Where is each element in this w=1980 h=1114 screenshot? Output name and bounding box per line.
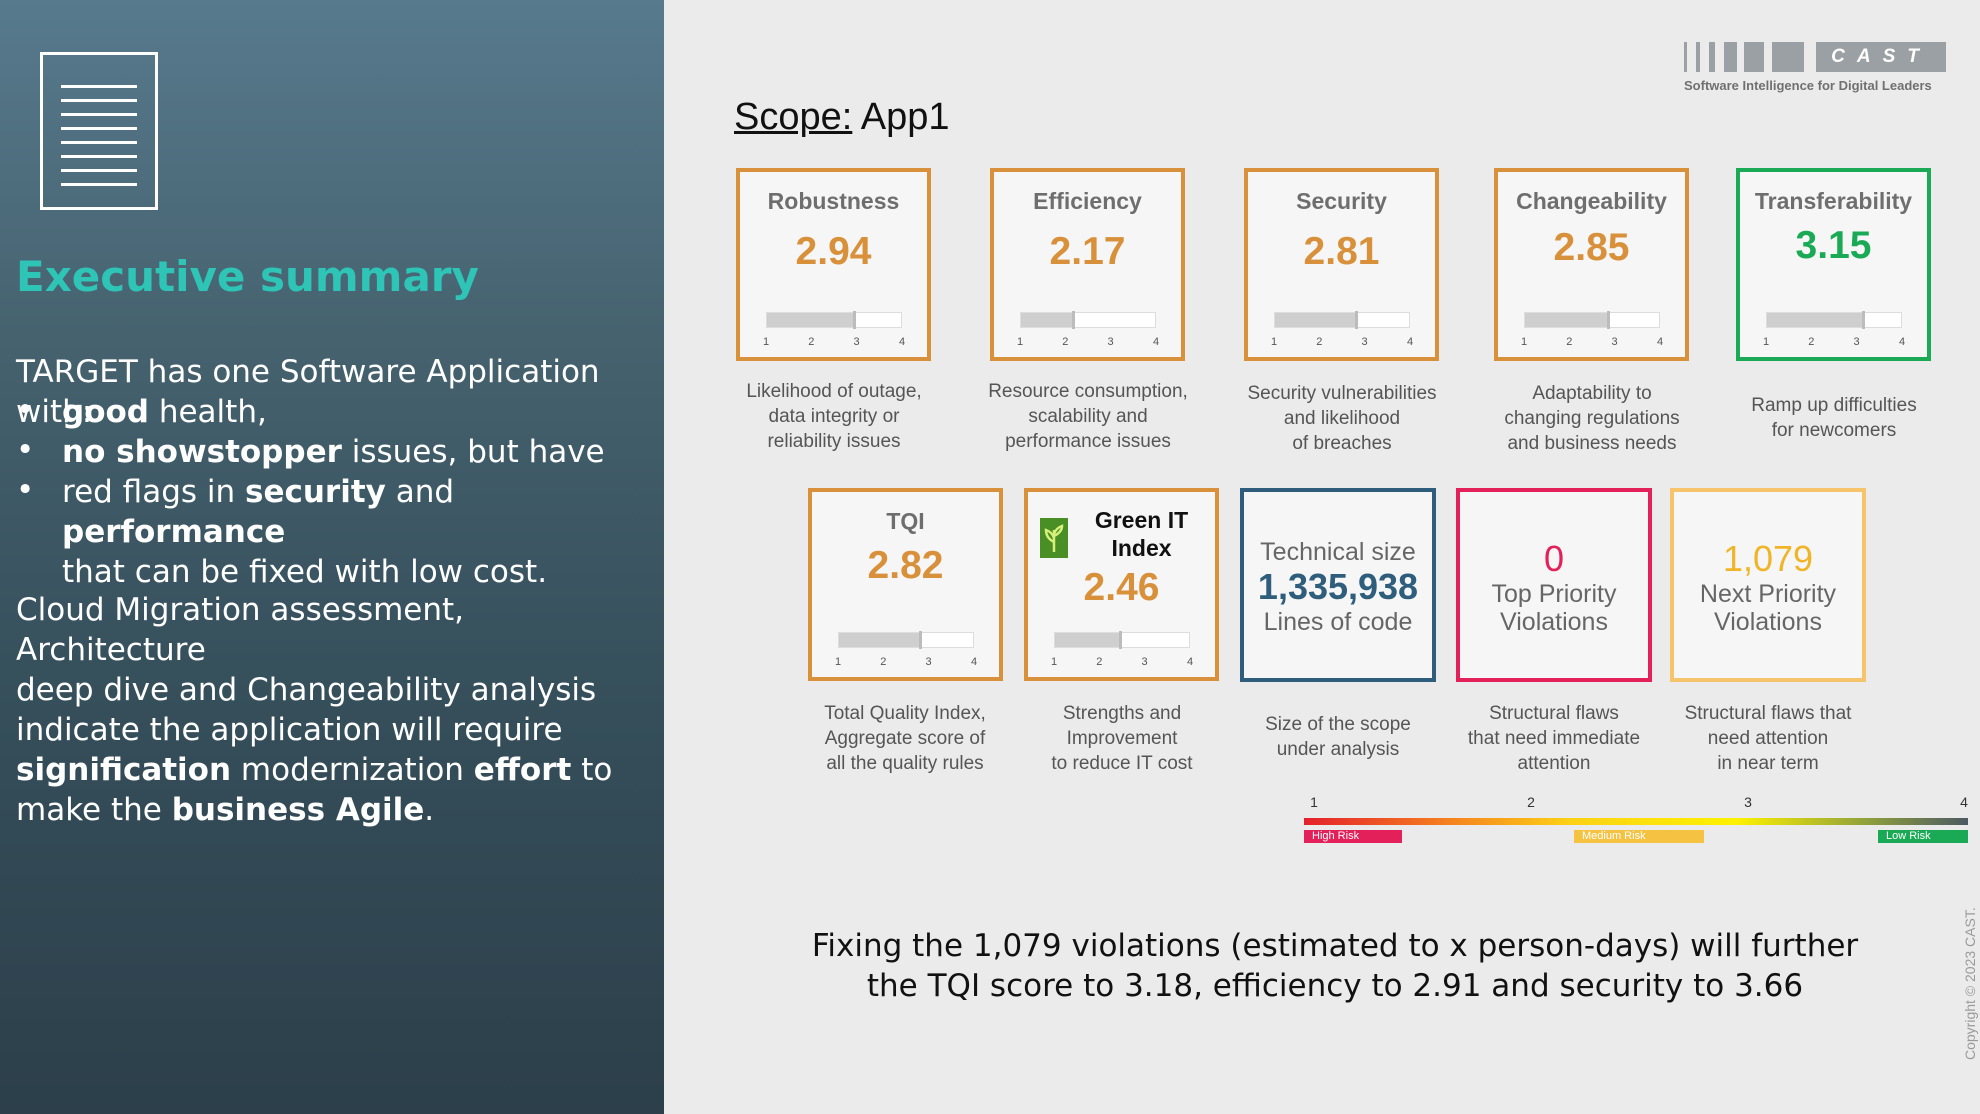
card-next-priority: 1,079 Next Priority Violations	[1670, 488, 1866, 682]
high-risk-label: High Risk	[1304, 830, 1402, 843]
card-green-it-desc: Strengths and Improvement to reduce IT cos…	[1051, 703, 1193, 774]
medium-risk-label: Medium Risk	[1574, 830, 1704, 843]
bullet-2: no showstopper issues, but have	[62, 434, 605, 470]
document-icon	[40, 52, 158, 210]
score-gauge	[838, 631, 974, 649]
card-green-it-title: Green IT Index	[1094, 507, 1189, 561]
logo-tagline: Software Intelligence for Digital Leader…	[1684, 78, 1932, 93]
intro-text: TARGET has one Software Application with…	[16, 354, 600, 430]
score-gauge	[766, 311, 902, 329]
card-technical-size-desc: Size of the scope under analysis	[1265, 714, 1411, 760]
card-transferability-desc: Ramp up difficulties for newcomers	[1751, 395, 1917, 441]
risk-gradient-bar	[1304, 818, 1968, 825]
logo-wordmark: CAST	[1816, 42, 1946, 72]
card-top-priority: 0 Top Priority Violations	[1456, 488, 1652, 682]
card-robustness-desc: Likelihood of outage, data integrity or re…	[746, 381, 922, 452]
score-gauge	[1054, 631, 1190, 649]
score-gauge	[1020, 311, 1156, 329]
card-next-priority-desc: Structural flaws that need attention in ne…	[1684, 703, 1852, 774]
leaf-icon	[1040, 518, 1068, 558]
section-title: Executive summary	[16, 252, 479, 301]
bottom-summary: Fixing the 1,079 violations (estimated t…	[811, 928, 1859, 1004]
scope-heading: Scope: App1	[734, 96, 950, 138]
bullet-1: good health,	[62, 394, 267, 430]
left-panel: Executive summary TARGET has one Softwar…	[0, 0, 664, 1114]
card-changeability-desc: Adaptability to changing regulations and b…	[1504, 383, 1680, 454]
card-tqi-desc: Total Quality Index, Aggregate score of al…	[824, 703, 986, 774]
card-security-desc: Security vulnerabilities and likelihood of…	[1247, 383, 1437, 454]
card-top-priority-desc: Structural flaws that need immediate atten…	[1467, 703, 1641, 774]
analysis-paragraph: Cloud Migration assessment, Architecture…	[16, 592, 613, 828]
card-technical-size: Technical size 1,335,938 Lines of code	[1240, 488, 1436, 682]
score-gauge	[1274, 311, 1410, 329]
score-gauge	[1524, 311, 1660, 329]
score-gauge	[1766, 311, 1902, 329]
copyright: Copyright © 2023 CAST.	[1962, 907, 1978, 1060]
card-efficiency-desc: Resource consumption, scalability and perf…	[988, 381, 1188, 452]
low-risk-label: Low Risk	[1878, 830, 1968, 843]
bullet-3: red flags in security and performance tha…	[62, 474, 548, 590]
